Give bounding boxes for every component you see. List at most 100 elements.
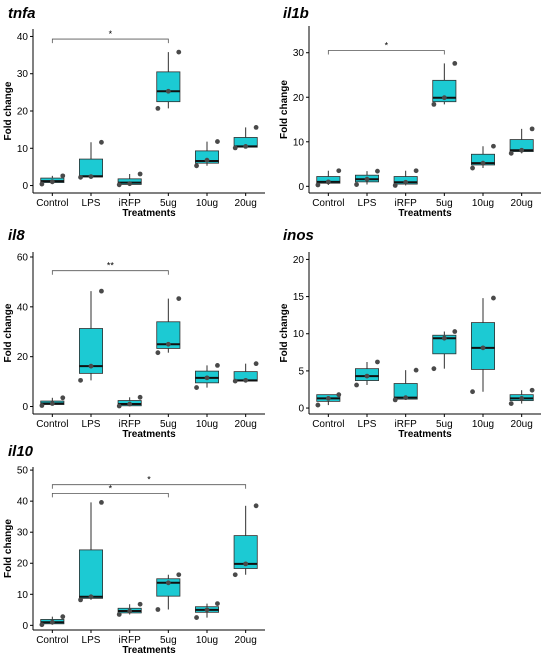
x-axis-title: Treatments xyxy=(122,645,176,656)
data-point xyxy=(194,163,199,169)
data-point xyxy=(176,296,182,302)
y-tick-label: 20 xyxy=(17,107,29,118)
data-point xyxy=(470,165,475,171)
significance-line xyxy=(51,270,169,275)
panel-title: il8 xyxy=(8,227,25,244)
significance-line xyxy=(51,492,169,498)
data-point xyxy=(253,503,259,509)
y-tick-label: 20 xyxy=(17,559,29,570)
data-point xyxy=(508,150,514,156)
data-point xyxy=(431,101,437,107)
data-point xyxy=(49,619,55,625)
data-point xyxy=(325,179,331,185)
box-body xyxy=(432,79,457,103)
x-tick-label: 10ug xyxy=(472,198,494,209)
y-tick-label: 5 xyxy=(298,366,304,377)
data-point xyxy=(78,597,83,603)
data-point xyxy=(88,363,94,369)
y-axis-title: Fold change xyxy=(3,81,14,140)
data-point xyxy=(39,403,45,408)
box-LPS xyxy=(78,499,104,603)
box-10ug xyxy=(194,139,220,169)
x-tick-label: iRFP xyxy=(119,635,142,646)
data-point xyxy=(253,361,259,367)
data-point xyxy=(336,392,342,398)
x-tick-label: LPS xyxy=(82,635,101,646)
x-tick-label: LPS xyxy=(358,419,377,430)
x-tick-label: 20ug xyxy=(511,419,533,430)
data-point xyxy=(155,350,161,356)
panel-il8: il8 0 20 40 60 Control LPS iRFP 5ug 10ug 20ug Treat… xyxy=(3,227,265,440)
data-point xyxy=(78,174,83,180)
x-tick-label: 20ug xyxy=(235,198,257,209)
data-point xyxy=(116,403,122,409)
x-axis-title: Treatments xyxy=(122,208,176,219)
x-tick-label: 20ug xyxy=(235,635,257,646)
box-body xyxy=(156,321,181,349)
data-point xyxy=(325,395,331,401)
significance-line xyxy=(327,50,445,55)
box-20ug xyxy=(508,387,535,406)
y-tick-label: 0 xyxy=(298,404,304,415)
data-point xyxy=(336,168,342,174)
significance-bracket: ** xyxy=(51,261,169,275)
data-point xyxy=(99,499,104,505)
data-point xyxy=(375,359,380,365)
y-tick-label: 40 xyxy=(17,302,29,313)
data-point xyxy=(364,373,370,379)
data-point xyxy=(480,160,486,166)
x-tick-label: LPS xyxy=(358,198,377,209)
box-Control xyxy=(39,395,66,408)
data-point xyxy=(315,182,321,188)
x-tick-label: 20ug xyxy=(235,419,257,430)
box-iRFP xyxy=(116,394,143,409)
x-tick-label: 10ug xyxy=(196,419,218,430)
data-point xyxy=(39,622,45,628)
significance-line xyxy=(51,38,169,44)
data-point xyxy=(403,395,409,401)
box-body xyxy=(79,549,104,599)
box-20ug xyxy=(232,361,259,384)
box-iRFP xyxy=(392,367,419,403)
box-5ug xyxy=(155,572,182,612)
y-tick-label: 10 xyxy=(293,137,305,148)
x-tick-label: Control xyxy=(36,635,68,646)
box-body xyxy=(233,535,258,569)
panel-title: tnfa xyxy=(8,5,36,22)
box-20ug xyxy=(508,126,535,156)
y-axis-title: Fold change xyxy=(279,303,290,362)
data-point xyxy=(215,363,220,368)
y-tick-label: 0 xyxy=(22,621,28,632)
data-point xyxy=(519,147,525,153)
box-iRFP xyxy=(116,601,143,617)
y-axis-title: Fold change xyxy=(3,303,14,362)
data-point xyxy=(315,402,321,408)
panel-title: il1b xyxy=(283,5,309,22)
x-axis-title: Treatments xyxy=(398,429,452,440)
data-point xyxy=(127,181,133,187)
significance-label: * xyxy=(147,475,151,485)
data-point xyxy=(452,61,458,66)
data-point xyxy=(116,612,122,617)
data-point xyxy=(176,572,182,578)
y-tick-label: 15 xyxy=(293,292,305,303)
y-tick-label: 0 xyxy=(22,181,28,192)
data-point xyxy=(392,183,398,188)
panel-title: inos xyxy=(283,227,314,244)
box-20ug xyxy=(232,503,259,578)
x-axis-title: Treatments xyxy=(398,208,452,219)
box-body xyxy=(432,334,457,355)
panel-il1b: il1b 0 10 20 30 Control LPS iRFP 5ug 10ug 20ug Trea… xyxy=(279,5,541,219)
data-point xyxy=(88,594,94,600)
x-tick-label: iRFP xyxy=(395,419,418,430)
x-tick-label: 20ug xyxy=(511,198,533,209)
significance-label: * xyxy=(385,40,389,50)
data-point xyxy=(441,335,447,341)
data-point xyxy=(155,105,161,111)
x-tick-label: 5ug xyxy=(436,198,453,209)
data-point xyxy=(88,174,94,180)
x-tick-label: LPS xyxy=(82,419,101,430)
data-point xyxy=(491,143,496,149)
data-point xyxy=(403,179,409,185)
box-iRFP xyxy=(116,171,143,188)
